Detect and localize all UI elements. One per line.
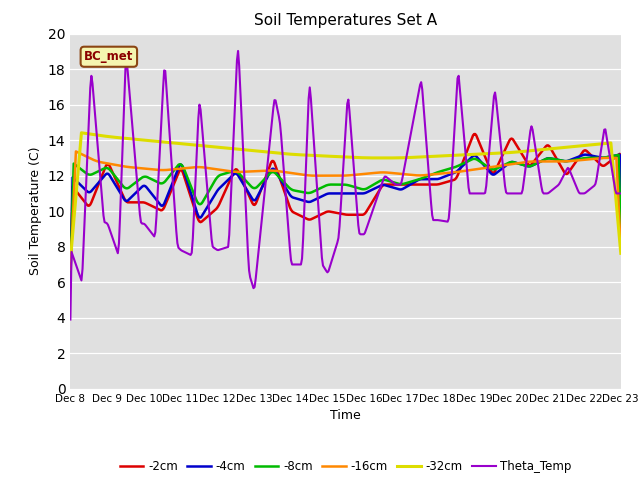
Theta_Temp bbox=[519, 187, 527, 193]
-8cm bbox=[332, 182, 339, 188]
-8cm bbox=[615, 152, 623, 158]
-4cm bbox=[364, 189, 372, 194]
-4cm bbox=[617, 210, 625, 216]
-16cm bbox=[617, 247, 625, 253]
-16cm bbox=[329, 173, 337, 179]
-8cm bbox=[518, 162, 525, 168]
-8cm bbox=[364, 185, 372, 191]
-8cm bbox=[328, 182, 335, 188]
-32cm bbox=[332, 154, 340, 159]
-4cm bbox=[332, 191, 339, 196]
-32cm bbox=[365, 155, 373, 161]
-2cm bbox=[519, 153, 527, 158]
-16cm bbox=[519, 160, 527, 166]
Text: BC_met: BC_met bbox=[84, 50, 134, 63]
Legend: -2cm, -4cm, -8cm, -16cm, -32cm, Theta_Temp: -2cm, -4cm, -8cm, -16cm, -32cm, Theta_Te… bbox=[115, 455, 577, 478]
Line: -16cm: -16cm bbox=[70, 152, 621, 269]
-4cm bbox=[605, 154, 612, 160]
-2cm bbox=[67, 284, 74, 290]
-8cm bbox=[67, 273, 74, 278]
-4cm bbox=[582, 152, 589, 157]
-16cm bbox=[72, 149, 80, 155]
-2cm bbox=[605, 159, 612, 165]
-2cm bbox=[328, 209, 335, 215]
-4cm bbox=[328, 191, 335, 196]
Line: -2cm: -2cm bbox=[70, 134, 621, 287]
-32cm bbox=[617, 251, 625, 256]
-8cm bbox=[617, 230, 625, 236]
-32cm bbox=[396, 155, 403, 161]
X-axis label: Time: Time bbox=[330, 409, 361, 422]
Y-axis label: Soil Temperature (C): Soil Temperature (C) bbox=[29, 147, 42, 276]
Theta_Temp bbox=[234, 48, 242, 54]
-32cm bbox=[329, 154, 337, 159]
-16cm bbox=[67, 266, 74, 272]
-16cm bbox=[365, 170, 373, 176]
Line: Theta_Temp: Theta_Temp bbox=[70, 51, 621, 320]
-2cm bbox=[617, 209, 625, 215]
Theta_Temp bbox=[332, 243, 340, 249]
-4cm bbox=[67, 280, 74, 286]
-2cm bbox=[332, 210, 339, 216]
-32cm bbox=[519, 149, 527, 155]
Theta_Temp bbox=[396, 181, 403, 187]
-4cm bbox=[518, 162, 525, 168]
-16cm bbox=[332, 173, 340, 179]
Theta_Temp bbox=[67, 317, 74, 323]
-16cm bbox=[396, 171, 403, 177]
Line: -4cm: -4cm bbox=[70, 155, 621, 283]
-16cm bbox=[605, 155, 612, 161]
Theta_Temp bbox=[605, 146, 612, 152]
-32cm bbox=[77, 130, 85, 136]
Theta_Temp bbox=[617, 191, 625, 196]
-8cm bbox=[394, 181, 402, 187]
Title: Soil Temperatures Set A: Soil Temperatures Set A bbox=[254, 13, 437, 28]
-4cm bbox=[394, 186, 402, 192]
-32cm bbox=[605, 140, 612, 146]
-2cm bbox=[364, 206, 372, 212]
-2cm bbox=[394, 181, 402, 187]
-32cm bbox=[67, 258, 74, 264]
Line: -8cm: -8cm bbox=[70, 155, 621, 276]
Theta_Temp bbox=[329, 254, 337, 260]
Line: -32cm: -32cm bbox=[70, 133, 621, 261]
Theta_Temp bbox=[365, 217, 373, 223]
-8cm bbox=[604, 154, 611, 160]
-2cm bbox=[472, 131, 479, 137]
